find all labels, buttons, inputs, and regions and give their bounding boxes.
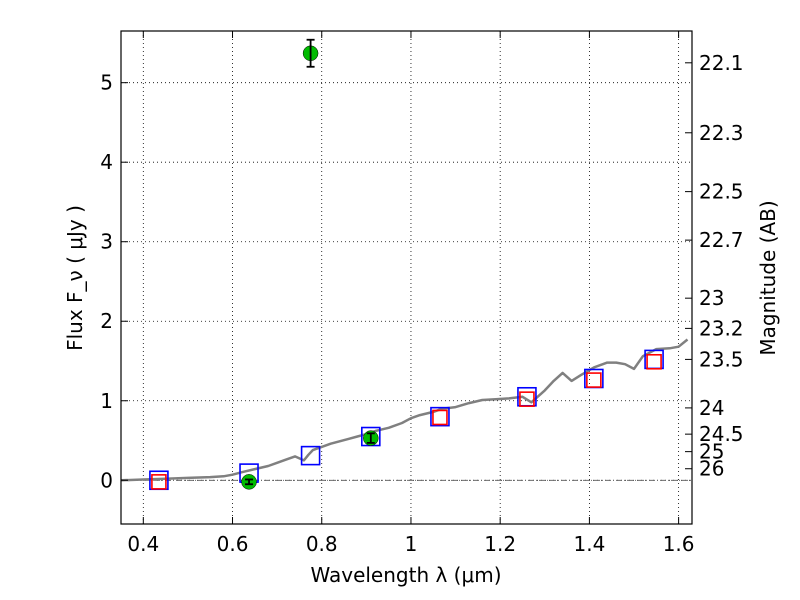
y2-tick-label: 25 [699, 440, 724, 464]
y2-tick-label: 22.7 [699, 228, 744, 252]
x-tick-label: 0.8 [306, 532, 338, 556]
y-tick-label: 0 [100, 468, 113, 492]
y-tick-label: 1 [100, 389, 113, 413]
y2-tick-label: 22.5 [699, 180, 744, 204]
y-tick-label: 5 [100, 71, 113, 95]
x-tick-label: 0.4 [127, 532, 159, 556]
square-marker [430, 406, 450, 427]
y2-axis-title: Magnitude (AB) [756, 200, 780, 355]
x-tick-label: 1 [405, 532, 418, 556]
y-tick-label: 4 [100, 150, 113, 174]
y2-tick-label: 26 [699, 457, 724, 481]
y2-tick-label: 22.3 [699, 121, 744, 145]
x-tick-label: 1.2 [484, 532, 516, 556]
square-marker [151, 474, 167, 490]
square-marker [300, 445, 321, 466]
y2-tick-label: 24 [699, 396, 724, 420]
y-tick-label: 2 [100, 309, 113, 333]
x-tick-label: 0.6 [217, 532, 249, 556]
ticks-layer: 0.4 0.6 0.8 1 1.2 1.4 1.601234522.122.322.522.… [100, 31, 744, 556]
y-axis-title: Flux F_ν ( μJy ) [63, 205, 87, 351]
x-axis-title: Wavelength λ (μm) [310, 563, 501, 587]
plot-frame [120, 30, 693, 525]
square-marker [646, 353, 662, 370]
y-tick-label: 3 [100, 230, 113, 254]
grid-layer [121, 31, 692, 524]
y2-tick-label: 23.2 [699, 316, 744, 340]
y2-tick-label: 24.5 [699, 422, 744, 446]
x-tick-label: 1.6 [663, 532, 695, 556]
y2-tick-label: 23.5 [699, 347, 744, 371]
square-marker [519, 391, 535, 407]
plot-layer [120, 38, 689, 491]
square-marker [432, 409, 448, 426]
x-tick-label: 1.4 [573, 532, 605, 556]
model-spectrum-line [120, 338, 689, 482]
y2-tick-label: 23 [699, 286, 724, 310]
y2-tick-label: 22.1 [699, 51, 744, 75]
square-marker [586, 372, 602, 388]
